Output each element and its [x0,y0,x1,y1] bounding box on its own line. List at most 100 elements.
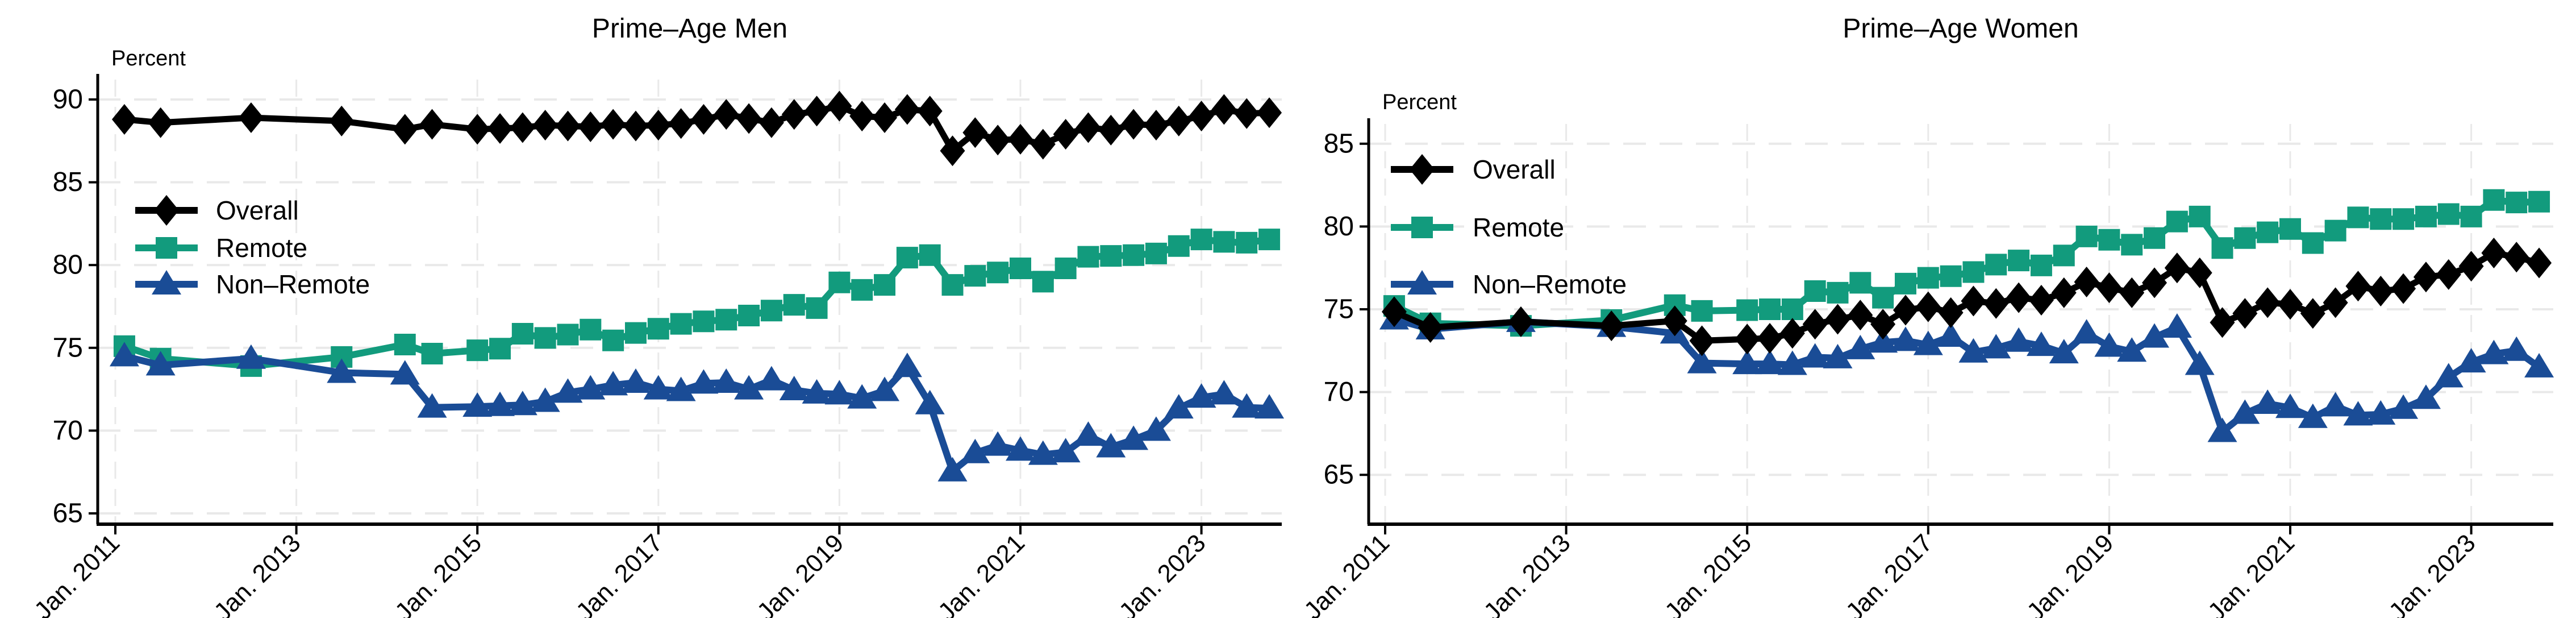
diamond-marker [392,114,418,145]
triangle-marker [2094,332,2124,357]
square-marker [2166,210,2188,233]
square-marker [1213,231,1235,253]
triangle-marker [1119,425,1149,450]
square-marker [534,327,556,349]
diamond-marker [1166,105,1191,136]
square-marker [1077,246,1099,268]
diamond-marker [2210,307,2235,338]
legend-diamond-marker [1410,154,1435,185]
square-marker [851,279,873,301]
diamond-marker [1870,309,1896,340]
square-marker [580,318,602,341]
diamond-marker [2458,251,2484,282]
triangle-marker [1051,438,1081,463]
triangle-marker [1209,380,1239,405]
square-marker [1168,235,1190,257]
square-marker [2234,227,2256,249]
diamond-marker [1662,305,1687,337]
triangle-marker [2253,389,2283,414]
square-marker [331,346,353,368]
triangle-marker [1096,433,1126,458]
square-marker [2030,254,2052,276]
square-marker [1100,245,1122,267]
square-marker [964,265,986,287]
x-axis-tick-label: Jan. 2015 [390,529,487,618]
triangle-marker [960,438,990,463]
diamond-marker [1030,128,1056,160]
x-axis-tick-label: Jan. 2017 [1841,529,1938,618]
square-marker [896,247,918,269]
triangle-marker [2456,348,2486,373]
triangle-marker [643,375,673,400]
square-marker [1032,271,1054,293]
triangle-marker [576,375,606,400]
diamond-marker [2278,289,2303,320]
triangle-marker [2230,399,2260,424]
square-marker [511,323,533,345]
triangle-marker [2389,394,2419,419]
x-axis-tick-label: Jan. 2011 [1299,529,1395,618]
square-marker [2257,221,2279,243]
diamond-marker [962,117,988,148]
diamond-marker [1143,110,1169,141]
square-marker [1123,244,1145,266]
triangle-marker [711,368,741,393]
square-marker [1145,242,1167,264]
x-axis-tick-label: Jan. 2019 [2021,529,2119,618]
x-axis-tick-label: Jan. 2023 [1114,529,1211,618]
legend-label: Overall [1473,155,1556,184]
triangle-marker [390,360,420,385]
diamond-marker [894,94,920,125]
triangle-marker [417,393,447,418]
square-marker [1664,294,1686,316]
diamond-marker [2323,287,2348,318]
legend-square-marker [1411,217,1433,238]
diamond-marker [2436,259,2461,290]
triangle-marker [1073,421,1103,446]
series-non_remote [109,342,1285,482]
series-overall [111,90,1282,167]
triangle-marker [1006,436,1035,461]
triangle-marker [1028,440,1058,465]
triangle-marker [2343,401,2373,426]
legend-label: Remote [1473,213,1564,242]
triangle-marker [1777,350,1807,375]
square-marker [2211,237,2233,259]
triangle-marker [1800,343,1830,368]
square-marker [2483,189,2505,211]
square-marker [1691,300,1713,322]
y-axis-tick-label: 85 [53,167,83,197]
square-marker [828,271,851,293]
triangle-marker [1732,350,1762,375]
square-marker [1736,299,1758,321]
diamond-marker [1508,306,1533,337]
series-remote [113,229,1281,377]
diamond-marker [487,113,513,144]
triangle-marker [598,371,628,396]
diamond-marker [1825,304,1850,335]
square-marker [421,342,443,364]
square-marker [783,294,805,316]
triangle-marker [2140,323,2170,348]
chart-title: Prime–Age Women [1843,14,2078,44]
y-axis-caption: Percent [1382,90,1457,114]
square-marker [2008,250,2030,272]
square-marker [1849,272,1871,294]
triangle-marker [870,376,900,401]
triangle-marker [1890,326,1920,351]
triangle-marker [1687,349,1717,374]
diamond-marker [2096,272,2122,304]
square-marker [2075,225,2098,247]
triangle-marker [145,351,176,376]
y-axis-tick-label: 85 [1324,128,1354,159]
triangle-marker [2433,363,2464,388]
triangle-marker [2185,350,2215,375]
square-marker [2415,205,2437,227]
diamond-marker [1938,297,1964,328]
triangle-marker [779,376,809,401]
square-marker [602,329,624,351]
y-axis-tick-label: 70 [1324,377,1354,407]
x-axis-tick-label: Jan. 2015 [1660,529,1757,618]
diamond-marker [2413,262,2439,293]
triangle-marker [620,368,651,393]
